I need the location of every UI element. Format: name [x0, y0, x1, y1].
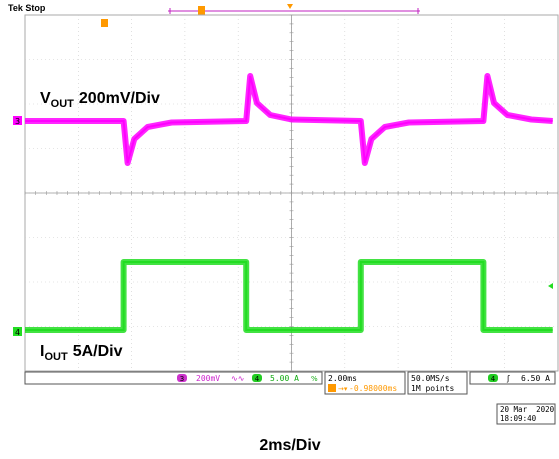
ch3-readout-channel: 3 [180, 375, 184, 383]
trace-line-v-out [25, 75, 553, 164]
trigger-slope-icon: ʃ [506, 374, 510, 383]
sample-rate-readout: 50.0MS/s [411, 374, 450, 383]
trigger-level-marker [548, 283, 553, 289]
ch4-readout-bw: % [311, 375, 318, 383]
ch3-readout: 3 200mV ∿∿ [177, 374, 244, 383]
iout-annotation-scale: 5A/Div [73, 343, 123, 360]
ch3-marker-label: 3 [15, 117, 20, 126]
date-readout: 20 Mar 2020 [500, 405, 555, 414]
iout-annotation-main: I [40, 343, 44, 360]
ch3-readout-scale: 200mV [196, 374, 220, 383]
ch4-ground-marker: 4 [13, 327, 22, 337]
vout-annotation-scale: 200mV/Div [79, 90, 160, 107]
trigger-position-value: -0.98000ms [349, 384, 397, 393]
trigger-readout: 4 ʃ 6.50 A [488, 374, 550, 383]
vout-annotation: VOUT 200mV/Div [40, 90, 160, 110]
record-position-bar [168, 8, 420, 14]
vout-annotation-main: V [40, 90, 51, 107]
trigger-position-readout: →▾ -0.98000ms [328, 384, 397, 393]
trace-line-i-out [25, 261, 553, 331]
trigger-readout-channel: 4 [491, 375, 496, 383]
time-readout: 18:09:40 [500, 414, 537, 423]
iout-annotation-sub: OUT [44, 351, 68, 363]
time-division-label: 2ms/Div [259, 437, 320, 454]
svg-text:→▾: →▾ [338, 385, 348, 393]
waveform-traces [25, 73, 553, 333]
scope-status: Tek Stop [8, 3, 46, 13]
timebase-readout: 2.00ms [328, 374, 357, 383]
channel-readout-panel [24, 371, 323, 385]
ch3-readout-bw: ∿∿ [231, 374, 244, 383]
vout-annotation-sub: OUT [51, 98, 75, 110]
graticule [24, 14, 559, 372]
acquisition-readout-panel [407, 371, 468, 395]
ch4-readout-channel: 4 [255, 375, 260, 383]
timebase-readout-panel [324, 371, 406, 395]
datetime-readout-panel [496, 403, 556, 425]
ch4-marker-label: 4 [15, 328, 20, 337]
ch3-ground-marker: 3 [13, 116, 22, 126]
trace-band-i-out [25, 259, 553, 333]
trigger-t-marker [101, 19, 108, 27]
trigger-position-marker [198, 4, 293, 15]
record-length-readout: 1M points [411, 384, 455, 393]
iout-annotation: IOUT 5A/Div [40, 343, 123, 363]
ch4-readout: 4 5.00 A % [252, 374, 318, 383]
ch4-readout-scale: 5.00 A [270, 374, 299, 383]
trigger-level-readout: 6.50 A [521, 374, 550, 383]
